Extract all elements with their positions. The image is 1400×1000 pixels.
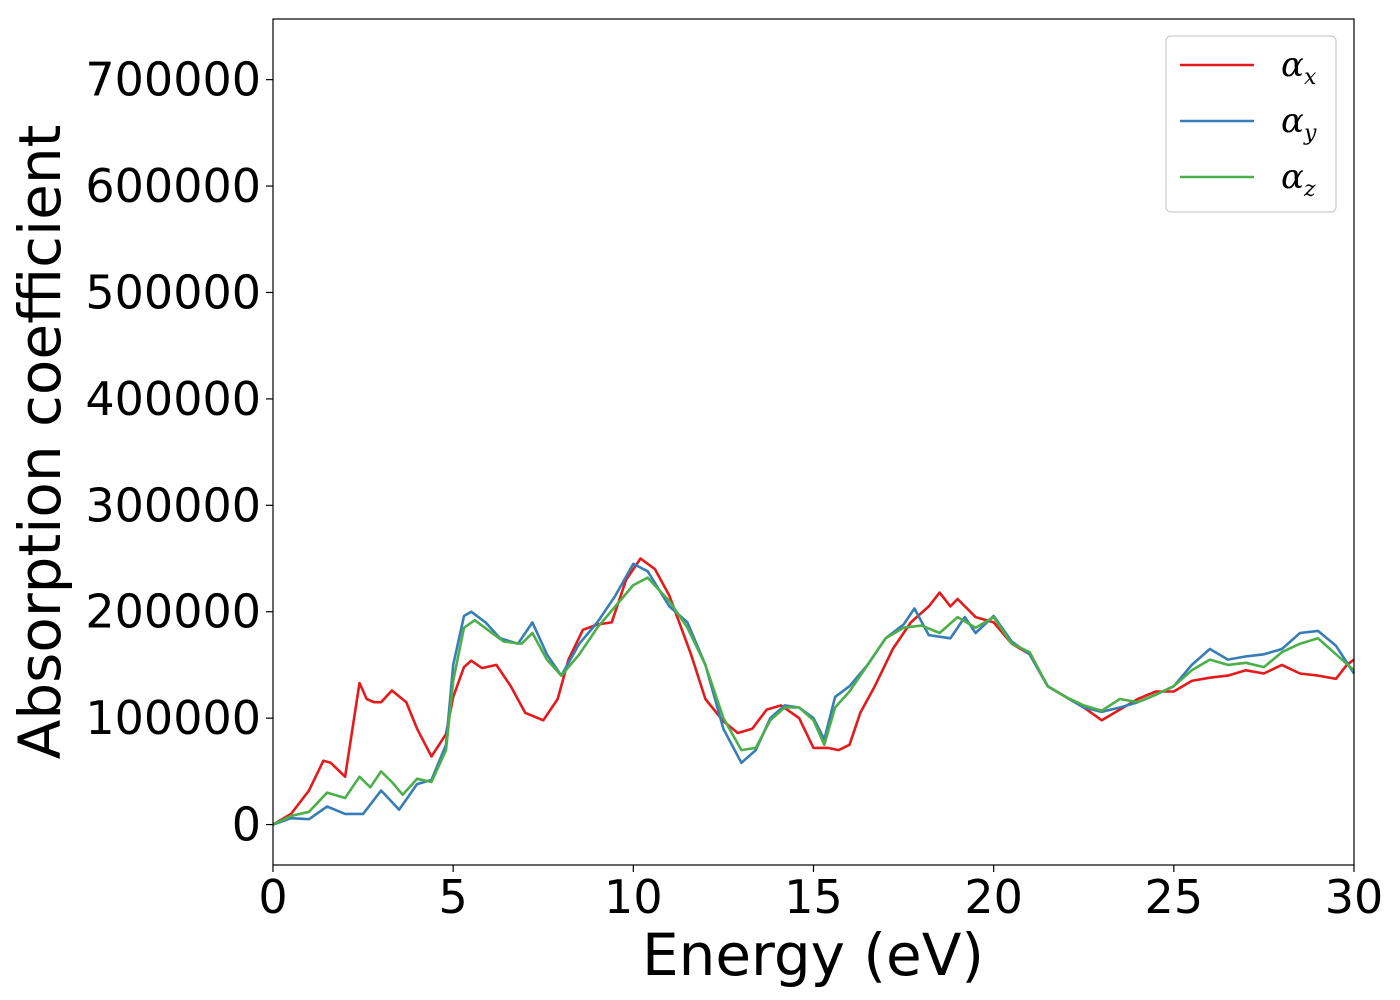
y-tick-label: 500000 [85, 265, 261, 319]
y-tick-label: 600000 [85, 159, 261, 213]
legend-label-y: αy [1281, 101, 1317, 146]
series-layer [272, 557, 1356, 826]
legend-label-z: αz [1281, 157, 1316, 202]
y-tick-label: 0 [232, 798, 261, 852]
y-tick-label: 100000 [85, 691, 261, 745]
y-tick-label: 700000 [85, 53, 261, 107]
x-tick-label: 5 [439, 870, 468, 924]
series-line-x [272, 557, 1355, 826]
legend-label-x: αx [1281, 45, 1317, 90]
series-line-z [272, 576, 1355, 826]
y-tick-label: 200000 [85, 585, 261, 639]
y-tick-label: 300000 [85, 478, 261, 532]
y-axis-title: Absorption coefficient [6, 125, 74, 760]
x-tick-label: 25 [1145, 870, 1204, 924]
legend-box [1165, 35, 1337, 213]
x-axis-title: Energy (eV) [642, 921, 984, 989]
legend: αx αy αz [1165, 35, 1337, 213]
x-tick-label: 0 [258, 870, 287, 924]
y-axis-ticks: 0 100000 200000 300000 400000 500000 600000 700… [85, 53, 273, 852]
x-tick-label: 30 [1325, 870, 1384, 924]
x-tick-label: 15 [784, 870, 843, 924]
x-tick-label: 20 [964, 870, 1023, 924]
y-tick-label: 400000 [85, 372, 261, 426]
x-tick-label: 10 [604, 870, 663, 924]
x-axis-ticks: 0 5 10 15 20 25 30 [258, 865, 1383, 924]
